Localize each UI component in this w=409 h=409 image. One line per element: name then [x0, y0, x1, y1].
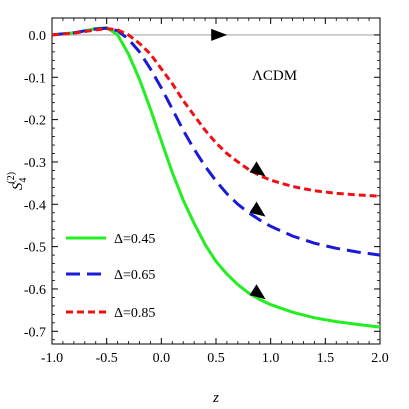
x-tick-label: -0.5	[96, 351, 118, 366]
x-tick-label: 0.0	[153, 351, 171, 366]
y-tick-label: -0.4	[24, 198, 46, 213]
y-tick-label: -0.1	[24, 71, 46, 86]
y-tick-label: -0.7	[24, 325, 46, 340]
direction-arrow-4	[249, 284, 266, 300]
lcdm-label: ΛCDM	[252, 68, 297, 84]
y-axis-title-main: S	[10, 182, 26, 190]
y-axis-title: S4(2)	[6, 172, 29, 190]
direction-arrow-3	[249, 201, 266, 217]
x-tick-label: 1.0	[262, 351, 280, 366]
y-tick-label: -0.6	[24, 283, 46, 298]
series-line-3	[51, 27, 381, 198]
y-axis-title-sub: 4	[18, 178, 29, 183]
y-tick-label: -0.5	[24, 241, 46, 256]
x-tick-label: 0.5	[207, 351, 225, 366]
series-line-2	[51, 26, 381, 257]
legend-label-1: Δ=0.45	[114, 232, 155, 247]
legend-label-2: Δ=0.65	[114, 268, 155, 283]
y-tick-label: 0.0	[29, 29, 47, 44]
x-tick-label: 2.0	[371, 351, 389, 366]
y-tick-label: -0.2	[24, 114, 46, 129]
legend-label-3: Δ=0.85	[114, 306, 155, 321]
direction-arrow-2	[249, 161, 266, 177]
x-tick-label: 1.5	[317, 351, 335, 366]
direction-arrow-1	[211, 28, 228, 41]
y-axis-title-sup: (2)	[6, 172, 17, 184]
x-tick-label: -1.0	[41, 351, 63, 366]
series-line-1	[51, 26, 381, 329]
x-axis-title: z	[212, 390, 219, 406]
y-tick-label: -0.3	[24, 156, 46, 171]
plot-frame	[51, 17, 381, 345]
